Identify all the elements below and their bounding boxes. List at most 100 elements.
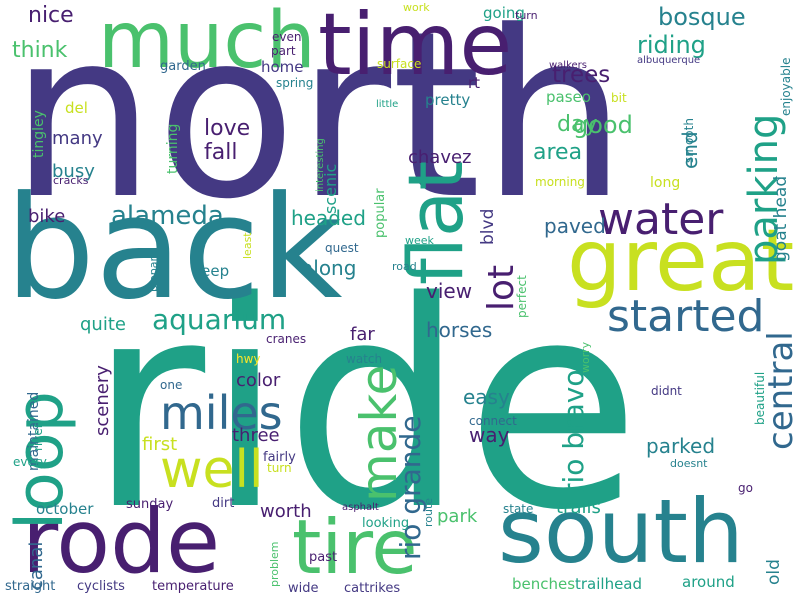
cloud-word: worry bbox=[579, 341, 592, 373]
cloud-word: chavez bbox=[408, 147, 472, 168]
cloud-word: great bbox=[567, 211, 795, 311]
cloud-word: long bbox=[650, 175, 681, 191]
cloud-word: popular bbox=[373, 188, 388, 238]
cloud-word: home bbox=[261, 58, 304, 76]
cloud-word: started bbox=[607, 291, 765, 342]
cloud-word: dirt bbox=[212, 496, 235, 511]
cloud-word: rode bbox=[22, 490, 221, 593]
cloud-word: nice bbox=[28, 3, 74, 28]
cloud-word: october bbox=[36, 500, 94, 518]
cloud-word: little bbox=[376, 99, 399, 110]
cloud-word: garden bbox=[160, 59, 206, 74]
cloud-word: even bbox=[272, 30, 302, 44]
cloud-word: albuquerque bbox=[637, 55, 701, 66]
cloud-word: bike bbox=[28, 206, 66, 227]
cloud-word: rio grande bbox=[394, 415, 427, 560]
cloud-word: much bbox=[98, 0, 316, 86]
cloud-word: turning bbox=[165, 123, 181, 174]
cloud-word: morning bbox=[535, 175, 585, 189]
cloud-word: spring bbox=[276, 76, 314, 90]
cloud-word: surface bbox=[377, 57, 422, 71]
cloud-word: trees bbox=[552, 62, 611, 88]
cloud-word: pretty bbox=[425, 91, 471, 109]
cloud-word: del bbox=[65, 99, 88, 117]
cloud-word: cranes bbox=[266, 332, 307, 346]
cloud-word: three bbox=[232, 425, 280, 446]
cloud-word: scenery bbox=[92, 365, 113, 436]
cloud-word: road bbox=[392, 260, 417, 273]
cloud-word: far bbox=[350, 324, 375, 345]
cloud-word: quest bbox=[325, 241, 359, 255]
cloud-word: cracks bbox=[53, 174, 89, 187]
cloud-word: love bbox=[204, 116, 251, 141]
cloud-word: watch bbox=[346, 352, 383, 366]
cloud-word: south bbox=[498, 480, 744, 583]
cloud-word: way bbox=[469, 423, 510, 447]
cloud-word: connect bbox=[469, 414, 517, 428]
cloud-word: worth bbox=[260, 501, 312, 522]
cloud-word: back bbox=[5, 166, 343, 331]
cloud-word: river bbox=[31, 423, 45, 451]
cloud-word: aquarium bbox=[152, 303, 287, 336]
cloud-word: wide bbox=[288, 581, 319, 596]
cloud-word: rt bbox=[468, 74, 481, 92]
cloud-word: rio bravo bbox=[557, 369, 590, 495]
cloud-word: bosque bbox=[658, 3, 746, 31]
cloud-word: central bbox=[761, 331, 800, 450]
cloud-word: problem bbox=[268, 541, 281, 587]
cloud-word: going bbox=[483, 4, 525, 22]
cloud-word: go bbox=[738, 481, 753, 495]
cloud-word: work bbox=[403, 1, 430, 14]
cloud-word: goat head bbox=[771, 175, 791, 262]
cloud-word: paseo bbox=[546, 88, 591, 106]
cloud-word: turn bbox=[267, 461, 292, 475]
cloud-word: parked bbox=[646, 434, 716, 458]
cloud-word: perfect bbox=[515, 275, 529, 318]
cloud-word: along bbox=[301, 256, 357, 280]
cloud-word: think bbox=[12, 38, 68, 63]
cloud-word: around bbox=[682, 573, 735, 591]
cloud-word: cyclists bbox=[77, 579, 125, 594]
cloud-word: sunday bbox=[126, 497, 174, 512]
cloud-word: north bbox=[10, 0, 628, 250]
cloud-word: horses bbox=[426, 318, 493, 342]
cloud-word: state bbox=[503, 502, 534, 516]
cloud-word: old bbox=[764, 559, 784, 585]
cloud-word: biopark bbox=[147, 250, 160, 292]
cloud-word: area bbox=[533, 140, 583, 165]
cloud-word: route bbox=[422, 497, 435, 527]
cloud-word: day bbox=[557, 112, 598, 137]
cloud-word: benches bbox=[512, 575, 576, 593]
cloud-word: temperature bbox=[152, 579, 234, 594]
cloud-word: cattrikes bbox=[344, 581, 401, 596]
cloud-word: quite bbox=[80, 314, 126, 335]
cloud-word: hwy bbox=[236, 352, 261, 366]
cloud-word: easy bbox=[463, 385, 510, 409]
cloud-word: straight bbox=[5, 579, 56, 594]
cloud-word: tire bbox=[292, 503, 418, 591]
cloud-word: smooth bbox=[682, 118, 696, 163]
cloud-word: paved bbox=[544, 214, 606, 238]
cloud-word: color bbox=[236, 370, 281, 391]
cloud-word: time bbox=[318, 0, 513, 95]
cloud-word: doesnt bbox=[670, 457, 708, 470]
cloud-word: good bbox=[573, 111, 633, 139]
cloud-word: park bbox=[437, 506, 478, 527]
cloud-word: didnt bbox=[651, 384, 682, 398]
cloud-word: trailhead bbox=[575, 575, 643, 593]
cloud-word: walkers bbox=[549, 60, 587, 71]
cloud-word: trails bbox=[556, 497, 601, 518]
cloud-word: past bbox=[309, 550, 338, 565]
cloud-word: enjoyable bbox=[779, 57, 793, 116]
cloud-word: view bbox=[426, 279, 473, 303]
cloud-word: week bbox=[405, 234, 434, 247]
cloud-word: headed bbox=[291, 206, 366, 230]
cloud-word: tingley bbox=[31, 110, 47, 158]
cloud-word: keep bbox=[193, 262, 230, 280]
cloud-word: one bbox=[160, 378, 183, 392]
cloud-word: fairly bbox=[263, 450, 296, 465]
cloud-word: beautiful bbox=[753, 371, 767, 425]
cloud-word: asphalt bbox=[342, 502, 379, 513]
cloud-word: every bbox=[13, 455, 47, 469]
